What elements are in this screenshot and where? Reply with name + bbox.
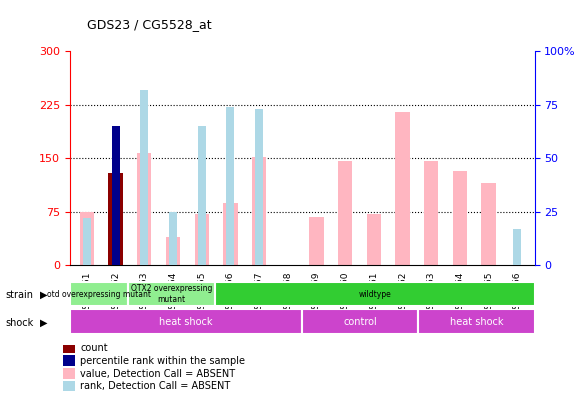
Bar [166,237,180,265]
Text: ▶: ▶ [40,318,47,328]
FancyBboxPatch shape [215,282,535,307]
Text: control: control [343,317,377,327]
Bar [80,212,94,265]
Text: shock: shock [6,318,34,328]
Bar [63,343,76,353]
Bar [169,212,177,265]
Bar [252,157,266,265]
Text: heat shock: heat shock [450,317,503,327]
FancyBboxPatch shape [302,309,418,334]
Text: OTX2 overexpressing
mutant: OTX2 overexpressing mutant [131,284,212,304]
Bar [482,183,496,265]
Text: otd overexpressing mutant: otd overexpressing mutant [46,289,151,299]
Text: percentile rank within the sample: percentile rank within the sample [80,356,245,366]
FancyBboxPatch shape [128,282,215,307]
FancyBboxPatch shape [418,309,535,334]
Bar [453,171,467,265]
Text: wildtype: wildtype [358,289,391,299]
Bar [109,173,123,265]
Bar [338,160,352,265]
Bar [198,126,206,265]
Text: GDS23 / CG5528_at: GDS23 / CG5528_at [87,18,212,31]
Bar [141,90,148,265]
Bar [514,229,521,265]
Text: ▶: ▶ [40,290,47,300]
Bar [63,381,76,391]
Text: value, Detection Call = ABSENT: value, Detection Call = ABSENT [80,369,235,379]
Bar [63,356,76,366]
Bar [195,214,209,265]
Bar [63,368,76,379]
Text: strain: strain [6,290,34,300]
Bar [227,107,234,265]
FancyBboxPatch shape [70,309,302,334]
FancyBboxPatch shape [70,282,128,307]
Bar [255,109,263,265]
Text: count: count [80,343,108,353]
Bar [424,160,439,265]
Bar [367,214,381,265]
Bar [112,126,120,265]
Bar [137,153,152,265]
Text: rank, Detection Call = ABSENT: rank, Detection Call = ABSENT [80,381,231,391]
Bar [223,203,238,265]
Text: heat shock: heat shock [159,317,213,327]
Bar [395,112,410,265]
Bar [83,218,91,265]
Bar [309,217,324,265]
